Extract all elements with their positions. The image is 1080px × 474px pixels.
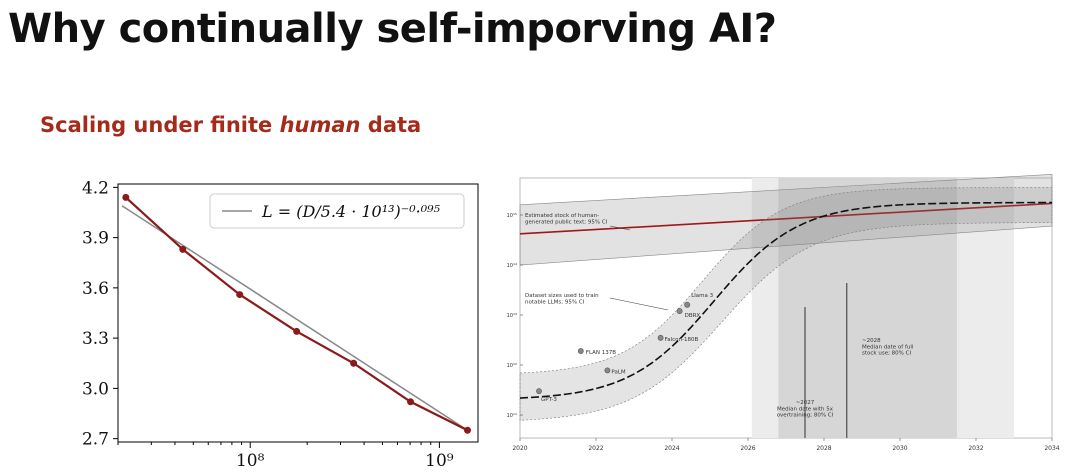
loss-data-point [293, 327, 301, 335]
dataset-annotation: Dataset sizes used to train notable LLMs;… [525, 293, 599, 305]
y-tick-label: 10¹² [507, 363, 517, 369]
y-tick-label: 3.9 [82, 229, 109, 249]
y-tick-label: 2.7 [82, 430, 109, 450]
y-tick-label: 3.3 [82, 329, 109, 349]
x-tick-label: 2024 [664, 445, 679, 452]
y-tick-label: 3.0 [82, 379, 109, 399]
loss-data-point [463, 426, 471, 434]
model-label: FLAN 137B [586, 350, 616, 356]
dataset-median-line [519, 201, 1053, 399]
fit-line [121, 205, 468, 431]
y-tick-label: 4.2 [82, 178, 109, 198]
model-label: GPT-3 [541, 397, 557, 403]
model-point [684, 301, 691, 308]
date-5x-annotation: ~2027 Median date with 5x overtraining; 80… [777, 400, 834, 419]
model-label: PaLM [611, 369, 626, 375]
model-point [577, 348, 584, 354]
stock-median-line [519, 202, 1053, 235]
model-point [676, 308, 683, 314]
loss-data-point [236, 291, 244, 299]
x-tick-label: 2022 [588, 445, 603, 452]
model-label: Llama 3 [691, 293, 713, 299]
x-tick-label: 2030 [892, 445, 907, 452]
subtitle-emphasis: human [279, 113, 361, 137]
stock-annotation: Estimated stock of human-generated publi… [525, 213, 608, 225]
loss-series-line [125, 196, 468, 432]
slide-title: Why continually self-imporving AI? [8, 6, 777, 52]
model-point [657, 334, 664, 341]
scaling-loss-chart: 4.2 3.9 3.6 3.3 3.0 2.7 10⁸ 10⁹ L = (D/5.4 · 10¹… [82, 178, 479, 470]
legend-label: L = (D/5.4 · 10¹³)⁻⁰·⁰⁹⁵ [261, 202, 441, 221]
x-tick-label: 2028 [816, 445, 831, 452]
plot-frame [117, 183, 479, 443]
x-tick-label: 2032 [968, 445, 983, 452]
stock-annotation-pointer [609, 225, 631, 231]
x-tick-label: 2020 [512, 445, 527, 452]
y-tick-label: 10¹¹ [507, 413, 517, 419]
x-tick-label: 2026 [740, 445, 755, 452]
y-tick-label: 10¹⁵ [507, 213, 517, 219]
y-tick-label: 10¹³ [507, 313, 517, 319]
date-full-annotation: ~2028 Median date of full stock use; 80% C… [862, 338, 914, 357]
loss-data-point [407, 398, 415, 406]
model-point [536, 388, 542, 395]
date-band-narrow [778, 178, 957, 438]
legend-box [209, 193, 465, 229]
subtitle-text-start: Scaling under finite [40, 113, 280, 137]
loss-data-point [350, 359, 358, 367]
data-stock-projection-chart: Llama 3 DBRX Falcon-180B FLAN 137B PaLM GPT-3… [507, 174, 1060, 452]
x-tick-label: 10⁹ [425, 451, 454, 470]
model-point [604, 367, 611, 374]
loss-data-point [122, 193, 130, 201]
x-tick-label: 10⁸ [236, 451, 265, 470]
stock-ci-band [519, 174, 1053, 266]
subtitle-text-end: data [360, 113, 422, 137]
dataset-annotation-pointer [609, 297, 669, 311]
loss-data-point [179, 245, 187, 253]
slide-subtitle: Scaling under finite human data [40, 113, 421, 137]
x-tick-label: 2034 [1044, 445, 1059, 452]
y-tick-label: 10¹⁴ [507, 263, 517, 269]
model-label: Falcon-180B [665, 337, 699, 343]
y-tick-label: 3.6 [82, 279, 109, 299]
model-label: DBRX [685, 313, 701, 319]
